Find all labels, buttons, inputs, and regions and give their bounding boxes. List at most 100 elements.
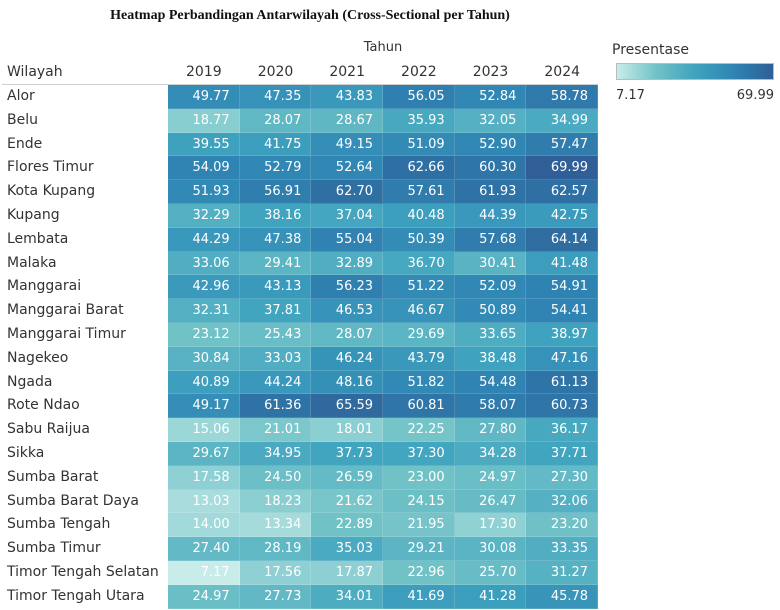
heatmap-cell: 28.07: [311, 322, 384, 347]
heatmap-cell: 36.70: [383, 251, 455, 276]
heatmap-row: 24.97 27.73 34.01 41.69 41.28 45.78: [168, 584, 599, 609]
heatmap-cell: 22.89: [311, 513, 384, 538]
heatmap-row: 40.89 44.24 48.16 51.82 54.48 61.13: [168, 370, 599, 395]
heatmap-cell: 33.03: [239, 346, 312, 371]
heatmap-cell: 56.05: [383, 85, 455, 109]
chart-title: Heatmap Perbandingan Antarwilayah (Cross…: [110, 8, 510, 23]
heatmap-cell: 23.12: [168, 322, 240, 347]
heatmap-cell: 62.66: [383, 156, 455, 181]
heatmap-cell: 22.25: [383, 418, 455, 442]
heatmap-cell: 60.81: [383, 394, 455, 419]
heatmap-cell: 47.35: [239, 85, 312, 109]
region-label: Rote Ndao: [7, 397, 80, 414]
region-label: Sabu Raijua: [7, 421, 90, 438]
row-header-label: Wilayah: [7, 64, 63, 80]
heatmap-cell: 27.40: [168, 537, 240, 561]
heatmap-cell: 51.22: [383, 275, 455, 300]
heatmap-row: 54.09 52.79 52.64 62.66 60.30 69.99: [168, 156, 599, 181]
heatmap-cell: 54.91: [526, 275, 599, 300]
region-label: Nagekeo: [7, 349, 69, 366]
heatmap-cell: 29.41: [239, 251, 312, 276]
heatmap-cell: 54.41: [526, 299, 599, 323]
heatmap-cell: 65.59: [311, 394, 384, 419]
heatmap-cell: 24.97: [454, 465, 527, 490]
region-label: Kupang: [7, 206, 60, 223]
heatmap-cell: 28.19: [239, 537, 312, 561]
heatmap-cell: 33.06: [168, 251, 240, 276]
heatmap-cell: 14.00: [168, 513, 240, 538]
heatmap-cell: 46.53: [311, 299, 384, 323]
heatmap-cell: 37.81: [239, 299, 312, 323]
heatmap-cell: 46.67: [383, 299, 455, 323]
heatmap-cell: 34.01: [311, 584, 384, 609]
year-tick-2023: 2023: [472, 64, 509, 80]
heatmap-cell: 28.07: [239, 108, 312, 133]
heatmap-cell: 43.13: [239, 275, 312, 300]
region-label: Ngada: [7, 373, 53, 390]
heatmap-cell: 49.17: [168, 394, 240, 419]
heatmap-cell: 42.96: [168, 275, 240, 300]
heatmap-cell: 23.00: [383, 465, 455, 490]
region-label: Alor: [7, 88, 35, 104]
heatmap-cell: 26.47: [454, 489, 527, 514]
heatmap-cell: 37.04: [311, 203, 384, 228]
heatmap-row: 15.06 21.01 18.01 22.25 27.80 36.17: [168, 418, 599, 442]
heatmap-cell: 48.16: [311, 370, 384, 395]
heatmap-row: 33.06 29.41 32.89 36.70 30.41 41.48: [168, 251, 599, 276]
heatmap-cell: 18.01: [311, 418, 384, 442]
heatmap-cell: 54.09: [168, 156, 240, 181]
heatmap-cell: 61.36: [239, 394, 312, 419]
heatmap-cell: 61.13: [526, 370, 599, 395]
heatmap-cell: 41.69: [383, 584, 455, 609]
heatmap-cell: 62.70: [311, 180, 384, 204]
heatmap-cell: 58.07: [454, 394, 527, 419]
heatmap-cell: 45.78: [526, 584, 599, 609]
region-label: Sumba Barat Daya: [7, 492, 139, 509]
region-label: Manggarai: [7, 278, 82, 295]
heatmap-cell: 29.21: [383, 537, 455, 561]
heatmap-cell: 50.89: [454, 299, 527, 323]
heatmap-cell: 37.73: [311, 441, 384, 466]
heatmap-cell: 69.99: [526, 156, 599, 181]
heatmap-cell: 29.69: [383, 322, 455, 347]
heatmap-cell: 44.24: [239, 370, 312, 395]
heatmap-cell: 39.55: [168, 132, 240, 157]
year-tick-2024: 2024: [544, 64, 581, 80]
heatmap-cell: 52.64: [311, 156, 384, 181]
heatmap-cell: 54.48: [454, 370, 527, 395]
heatmap-cell: 41.28: [454, 584, 527, 609]
heatmap-cell: 17.30: [454, 513, 527, 538]
heatmap-row: 42.96 43.13 56.23 51.22 52.09 54.91: [168, 275, 599, 300]
heatmap-cell: 49.15: [311, 132, 384, 157]
column-group-label: Tahun: [363, 40, 403, 55]
heatmap-cell: 38.16: [239, 203, 312, 228]
legend-max-label: 69.99: [736, 88, 774, 103]
heatmap-cell: 37.30: [383, 441, 455, 466]
heatmap-cell: 32.05: [454, 108, 527, 133]
heatmap-cell: 52.79: [239, 156, 312, 181]
heatmap-cell: 34.95: [239, 441, 312, 466]
heatmap-cell: 33.35: [526, 537, 599, 561]
heatmap-cell: 41.75: [239, 132, 312, 157]
heatmap-cell: 41.48: [526, 251, 599, 276]
heatmap-cell: 57.47: [526, 132, 599, 157]
heatmap-cell: 22.96: [383, 560, 455, 585]
region-label: Timor Tengah Selatan: [7, 563, 159, 580]
heatmap-cell: 51.93: [168, 180, 240, 204]
region-label: Sikka: [7, 444, 45, 461]
heatmap-cell: 36.17: [526, 418, 599, 442]
heatmap-row: 51.93 56.91 62.70 57.61 61.93 62.57: [168, 180, 599, 204]
heatmap-cell: 44.39: [454, 203, 527, 228]
heatmap-cell: 49.77: [168, 85, 240, 109]
header-divider: [2, 84, 598, 85]
heatmap-cell: 34.99: [526, 108, 599, 133]
heatmap-cell: 18.77: [168, 108, 240, 133]
heatmap-cell: 29.67: [168, 441, 240, 466]
heatmap-row: 17.58 24.50 26.59 23.00 24.97 27.30: [168, 465, 599, 490]
heatmap-cell: 32.06: [526, 489, 599, 514]
heatmap-cell: 60.73: [526, 394, 599, 419]
heatmap-row: 32.29 38.16 37.04 40.48 44.39 42.75: [168, 203, 599, 228]
heatmap-cell: 25.43: [239, 322, 312, 347]
heatmap-row: 27.40 28.19 35.03 29.21 30.08 33.35: [168, 537, 599, 561]
heatmap-cell: 33.65: [454, 322, 527, 347]
